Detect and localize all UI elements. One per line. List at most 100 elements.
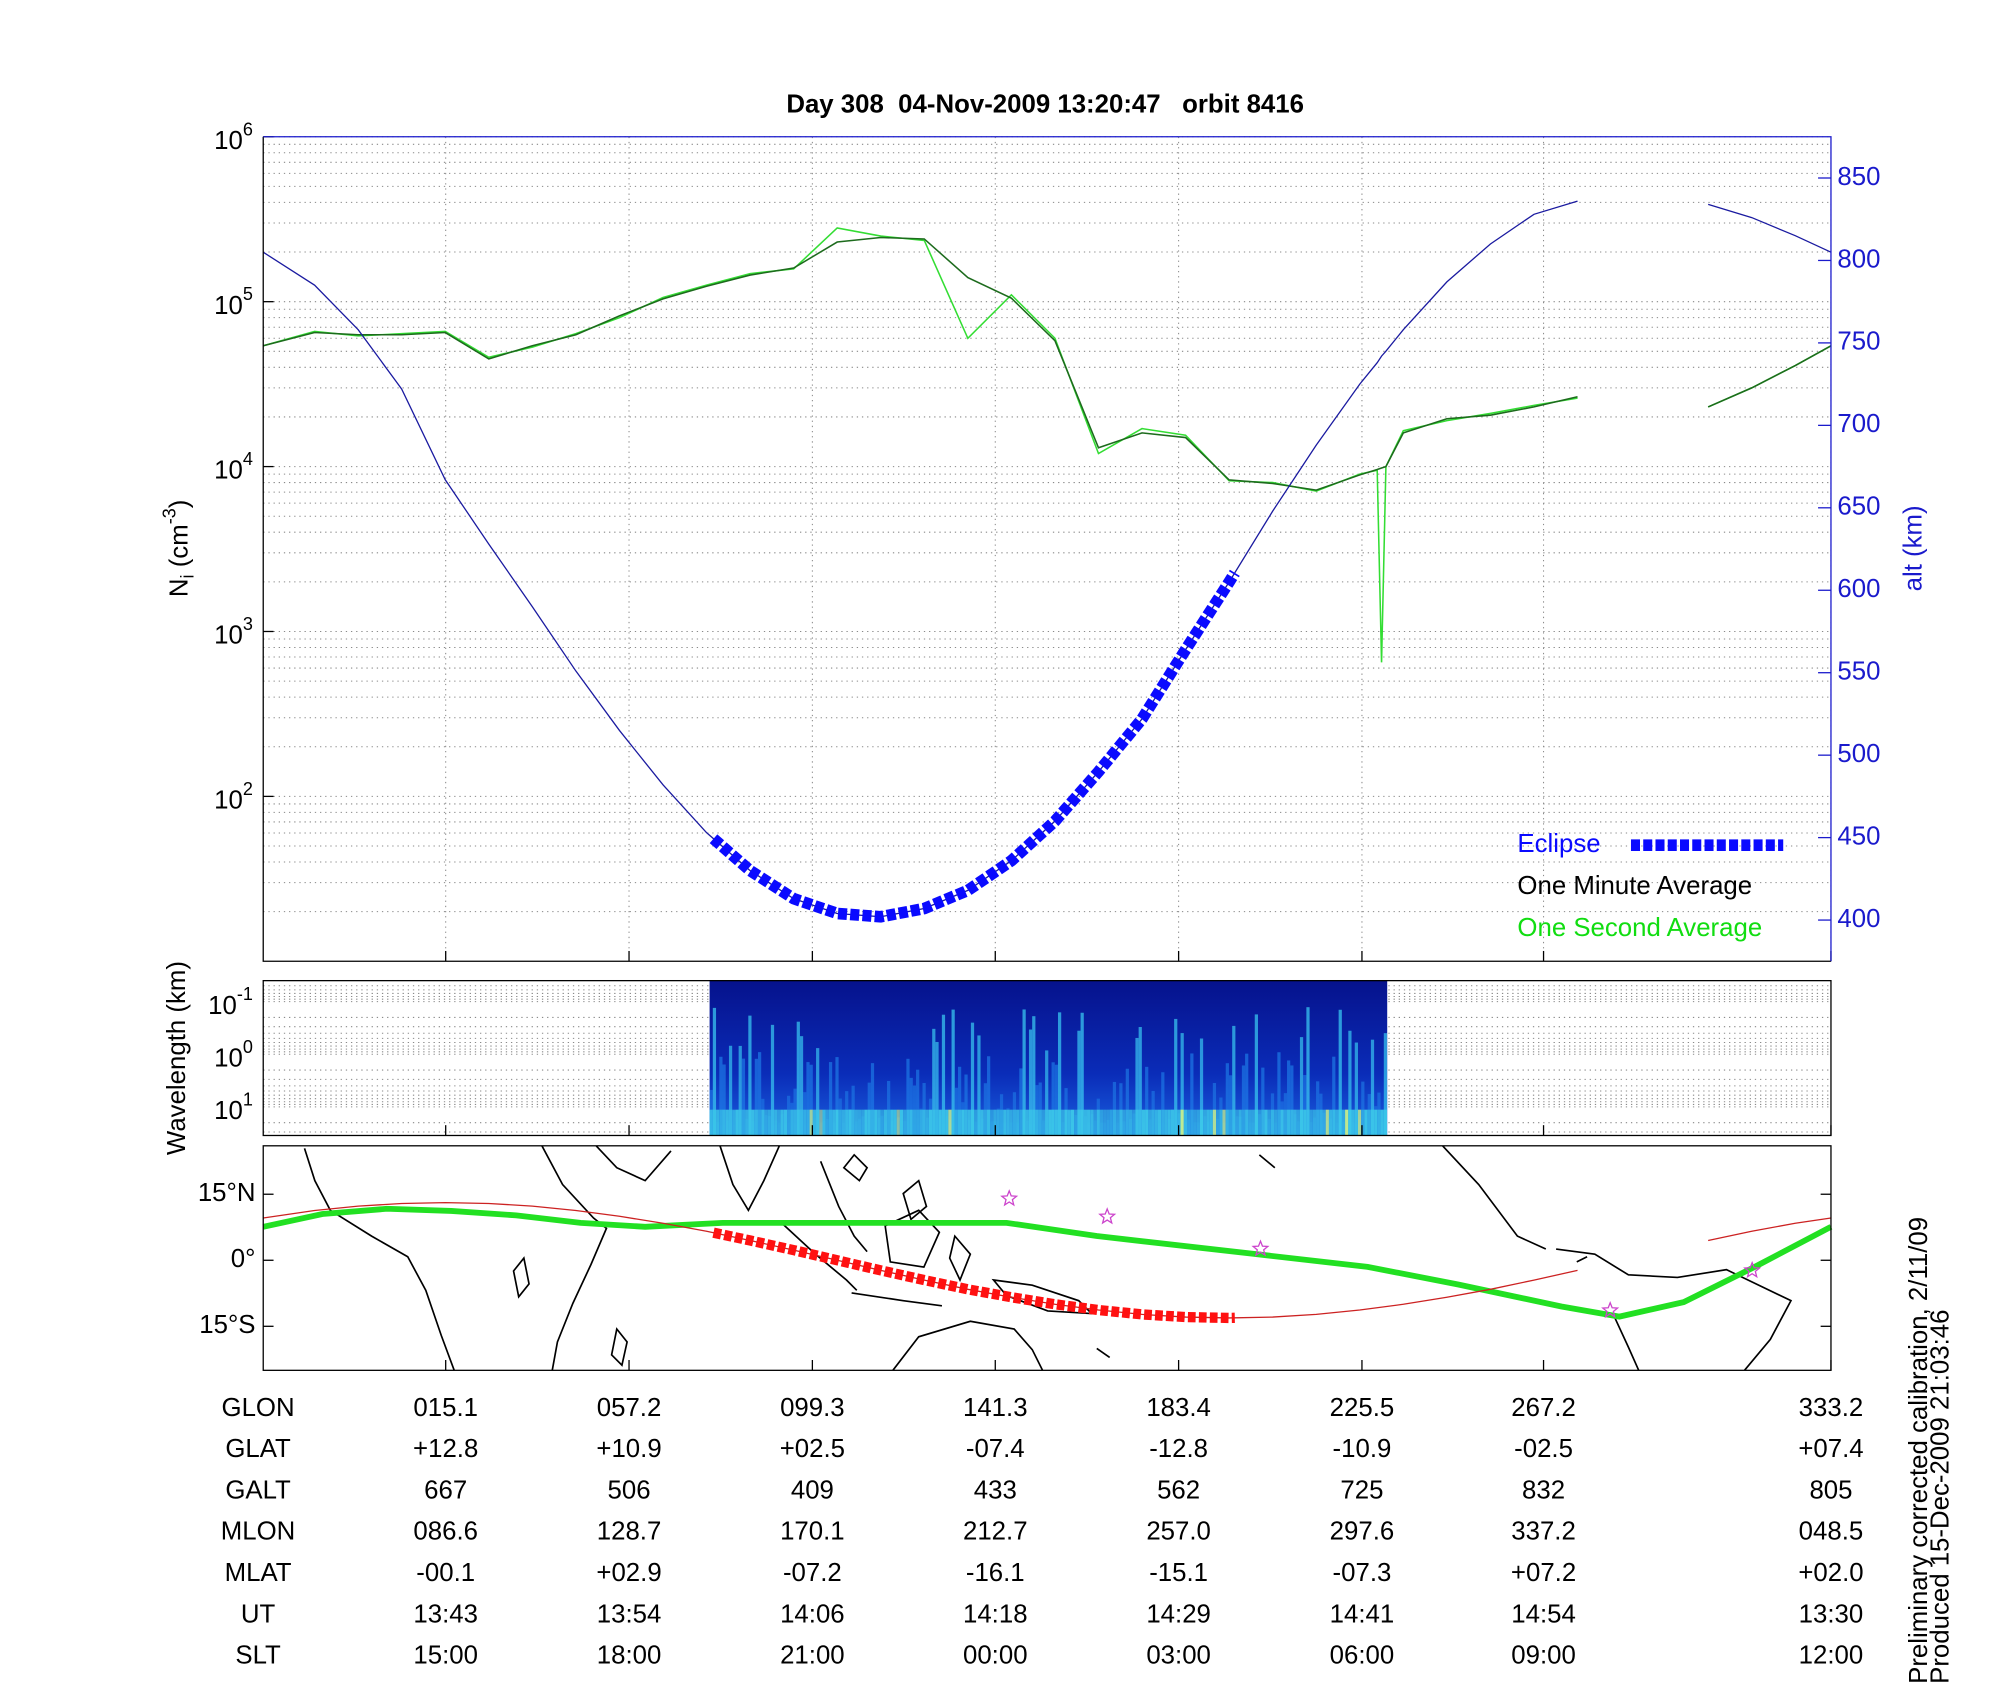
- spectrogram-floor: [770, 1109, 775, 1136]
- spectrogram-floor: [1041, 1109, 1046, 1136]
- spectrogram-floor: [1054, 1109, 1058, 1136]
- y-tick-base: 10: [214, 457, 243, 485]
- spectrogram-column: [1045, 1050, 1049, 1136]
- y-tick-label: 105: [214, 284, 253, 320]
- note: Preliminary corrected calibration, 2/11/…: [1905, 1217, 1933, 1684]
- table-cell: -10.9: [1333, 1435, 1392, 1463]
- table-cell: -00.1: [416, 1559, 475, 1587]
- spectrogram-floor: [1099, 1109, 1104, 1136]
- spectrogram-floor: [1061, 1109, 1065, 1136]
- x-tick-label: 015.1: [413, 1394, 478, 1422]
- spectrogram-texture: [709, 1007, 1388, 1136]
- spectrogram-floor: [1064, 1109, 1068, 1136]
- spectrogram-floor: [1251, 1109, 1255, 1136]
- spectrogram-floor: [809, 1109, 813, 1136]
- table-cell: +02.0: [1798, 1559, 1863, 1587]
- spectrogram-floor: [1222, 1109, 1226, 1136]
- spectrogram-column: [951, 1009, 955, 1136]
- table-cell: +02.9: [596, 1559, 661, 1587]
- spectrogram-floor: [1170, 1109, 1175, 1136]
- table-cell: -12.8: [1149, 1435, 1208, 1463]
- spectrogram-floor: [948, 1109, 952, 1136]
- table-row-label: SLT: [235, 1642, 281, 1670]
- spectrogram-floor: [1077, 1109, 1081, 1136]
- table-cell: -16.1: [966, 1559, 1025, 1587]
- spectrogram-floor: [1106, 1109, 1110, 1136]
- table-cell: 212.7: [963, 1518, 1028, 1546]
- spectrogram-column: [1022, 1009, 1026, 1136]
- y-tick-exponent: -1: [237, 984, 253, 1004]
- table-cell: 297.6: [1330, 1518, 1395, 1546]
- spectrogram-column: [1299, 1037, 1304, 1136]
- spectrogram-column: [1135, 1037, 1139, 1136]
- spectrogram-column: [1232, 1025, 1236, 1136]
- spectrogram-column: [799, 1036, 804, 1136]
- spectrogram-floor: [1332, 1109, 1336, 1136]
- spectrogram-floor: [1057, 1109, 1062, 1136]
- table-cell: 14:29: [1146, 1600, 1211, 1628]
- spectrogram-floor: [716, 1109, 720, 1136]
- spectrogram-floor: [1096, 1109, 1100, 1136]
- series-line: [263, 236, 1832, 491]
- spectrogram-column: [1303, 1075, 1307, 1136]
- y-tick-label: 101: [214, 1089, 253, 1125]
- spectrogram-floor: [1219, 1109, 1223, 1136]
- spectrogram-floor: [761, 1109, 765, 1136]
- table-cell: 128.7: [597, 1518, 662, 1546]
- spectrogram-floor: [1199, 1109, 1204, 1136]
- spectrogram-column: [1261, 1067, 1265, 1136]
- spectrogram-floor: [854, 1109, 858, 1136]
- spectrogram-floor: [951, 1109, 955, 1136]
- spectrogram-floor: [764, 1109, 768, 1136]
- spectrogram-column: [1348, 1030, 1352, 1136]
- spectrogram-floor: [757, 1109, 762, 1136]
- spectrogram-floor: [1116, 1109, 1120, 1136]
- spectrogram-floor: [938, 1109, 942, 1136]
- table-cell: 12:00: [1799, 1642, 1864, 1670]
- spectrogram-floor: [1125, 1109, 1129, 1136]
- axes-frame: [262, 980, 1832, 1137]
- spectrogram-floor: [1080, 1109, 1084, 1136]
- spectrogram-floor: [1341, 1109, 1346, 1136]
- spectrogram-column: [1119, 1083, 1123, 1136]
- spectrogram-floor: [880, 1109, 884, 1136]
- y-tick-label: 104: [214, 449, 253, 485]
- spectrogram-floor: [1209, 1109, 1213, 1136]
- spectrogram-column: [1383, 1033, 1388, 1136]
- spectrogram-floor: [1309, 1109, 1313, 1136]
- spectrogram-floor: [1157, 1109, 1162, 1136]
- table-row-label: UT: [241, 1600, 276, 1628]
- spectrogram-floor: [803, 1109, 807, 1136]
- spectrogram-floor: [1051, 1109, 1055, 1136]
- spectrogram-floor: [767, 1109, 771, 1136]
- spectrogram-floor: [793, 1109, 797, 1136]
- spectrogram-floor: [1045, 1109, 1049, 1136]
- spectrogram-floor: [1316, 1109, 1320, 1136]
- spectrogram-floor: [1135, 1109, 1139, 1136]
- table-cell: 14:06: [780, 1600, 845, 1628]
- spectrogram-floor: [1354, 1109, 1358, 1136]
- spectrogram-floor: [816, 1109, 820, 1136]
- table-cell: 433: [974, 1476, 1017, 1504]
- spectrogram-floor: [712, 1109, 717, 1136]
- spectrogram-floor: [1174, 1109, 1178, 1136]
- spectrogram-floor: [874, 1109, 878, 1136]
- spectrogram-column: [1180, 1033, 1184, 1136]
- table-cell: 14:18: [963, 1600, 1028, 1628]
- spectrogram-column: [828, 1062, 833, 1136]
- track-line: [262, 1205, 1833, 1320]
- y-tick-exponent: 0: [243, 1037, 253, 1057]
- spectrogram-floor: [883, 1109, 888, 1136]
- spectrogram-column: [1038, 1082, 1042, 1136]
- spectrogram-floor: [1067, 1109, 1071, 1136]
- table-cell: 667: [424, 1476, 467, 1504]
- y-tick-base: 10: [214, 292, 243, 320]
- spectrogram-column: [1332, 1056, 1336, 1136]
- spectrogram-floor: [1032, 1109, 1036, 1136]
- spectrogram-floor: [1090, 1109, 1094, 1136]
- spectrogram-floor: [1083, 1109, 1088, 1136]
- y-axis-label-part: i: [177, 574, 197, 578]
- y-tick-exponent: 2: [243, 779, 253, 799]
- table-row-label: MLAT: [225, 1559, 292, 1587]
- spectrogram-floor: [1167, 1109, 1171, 1136]
